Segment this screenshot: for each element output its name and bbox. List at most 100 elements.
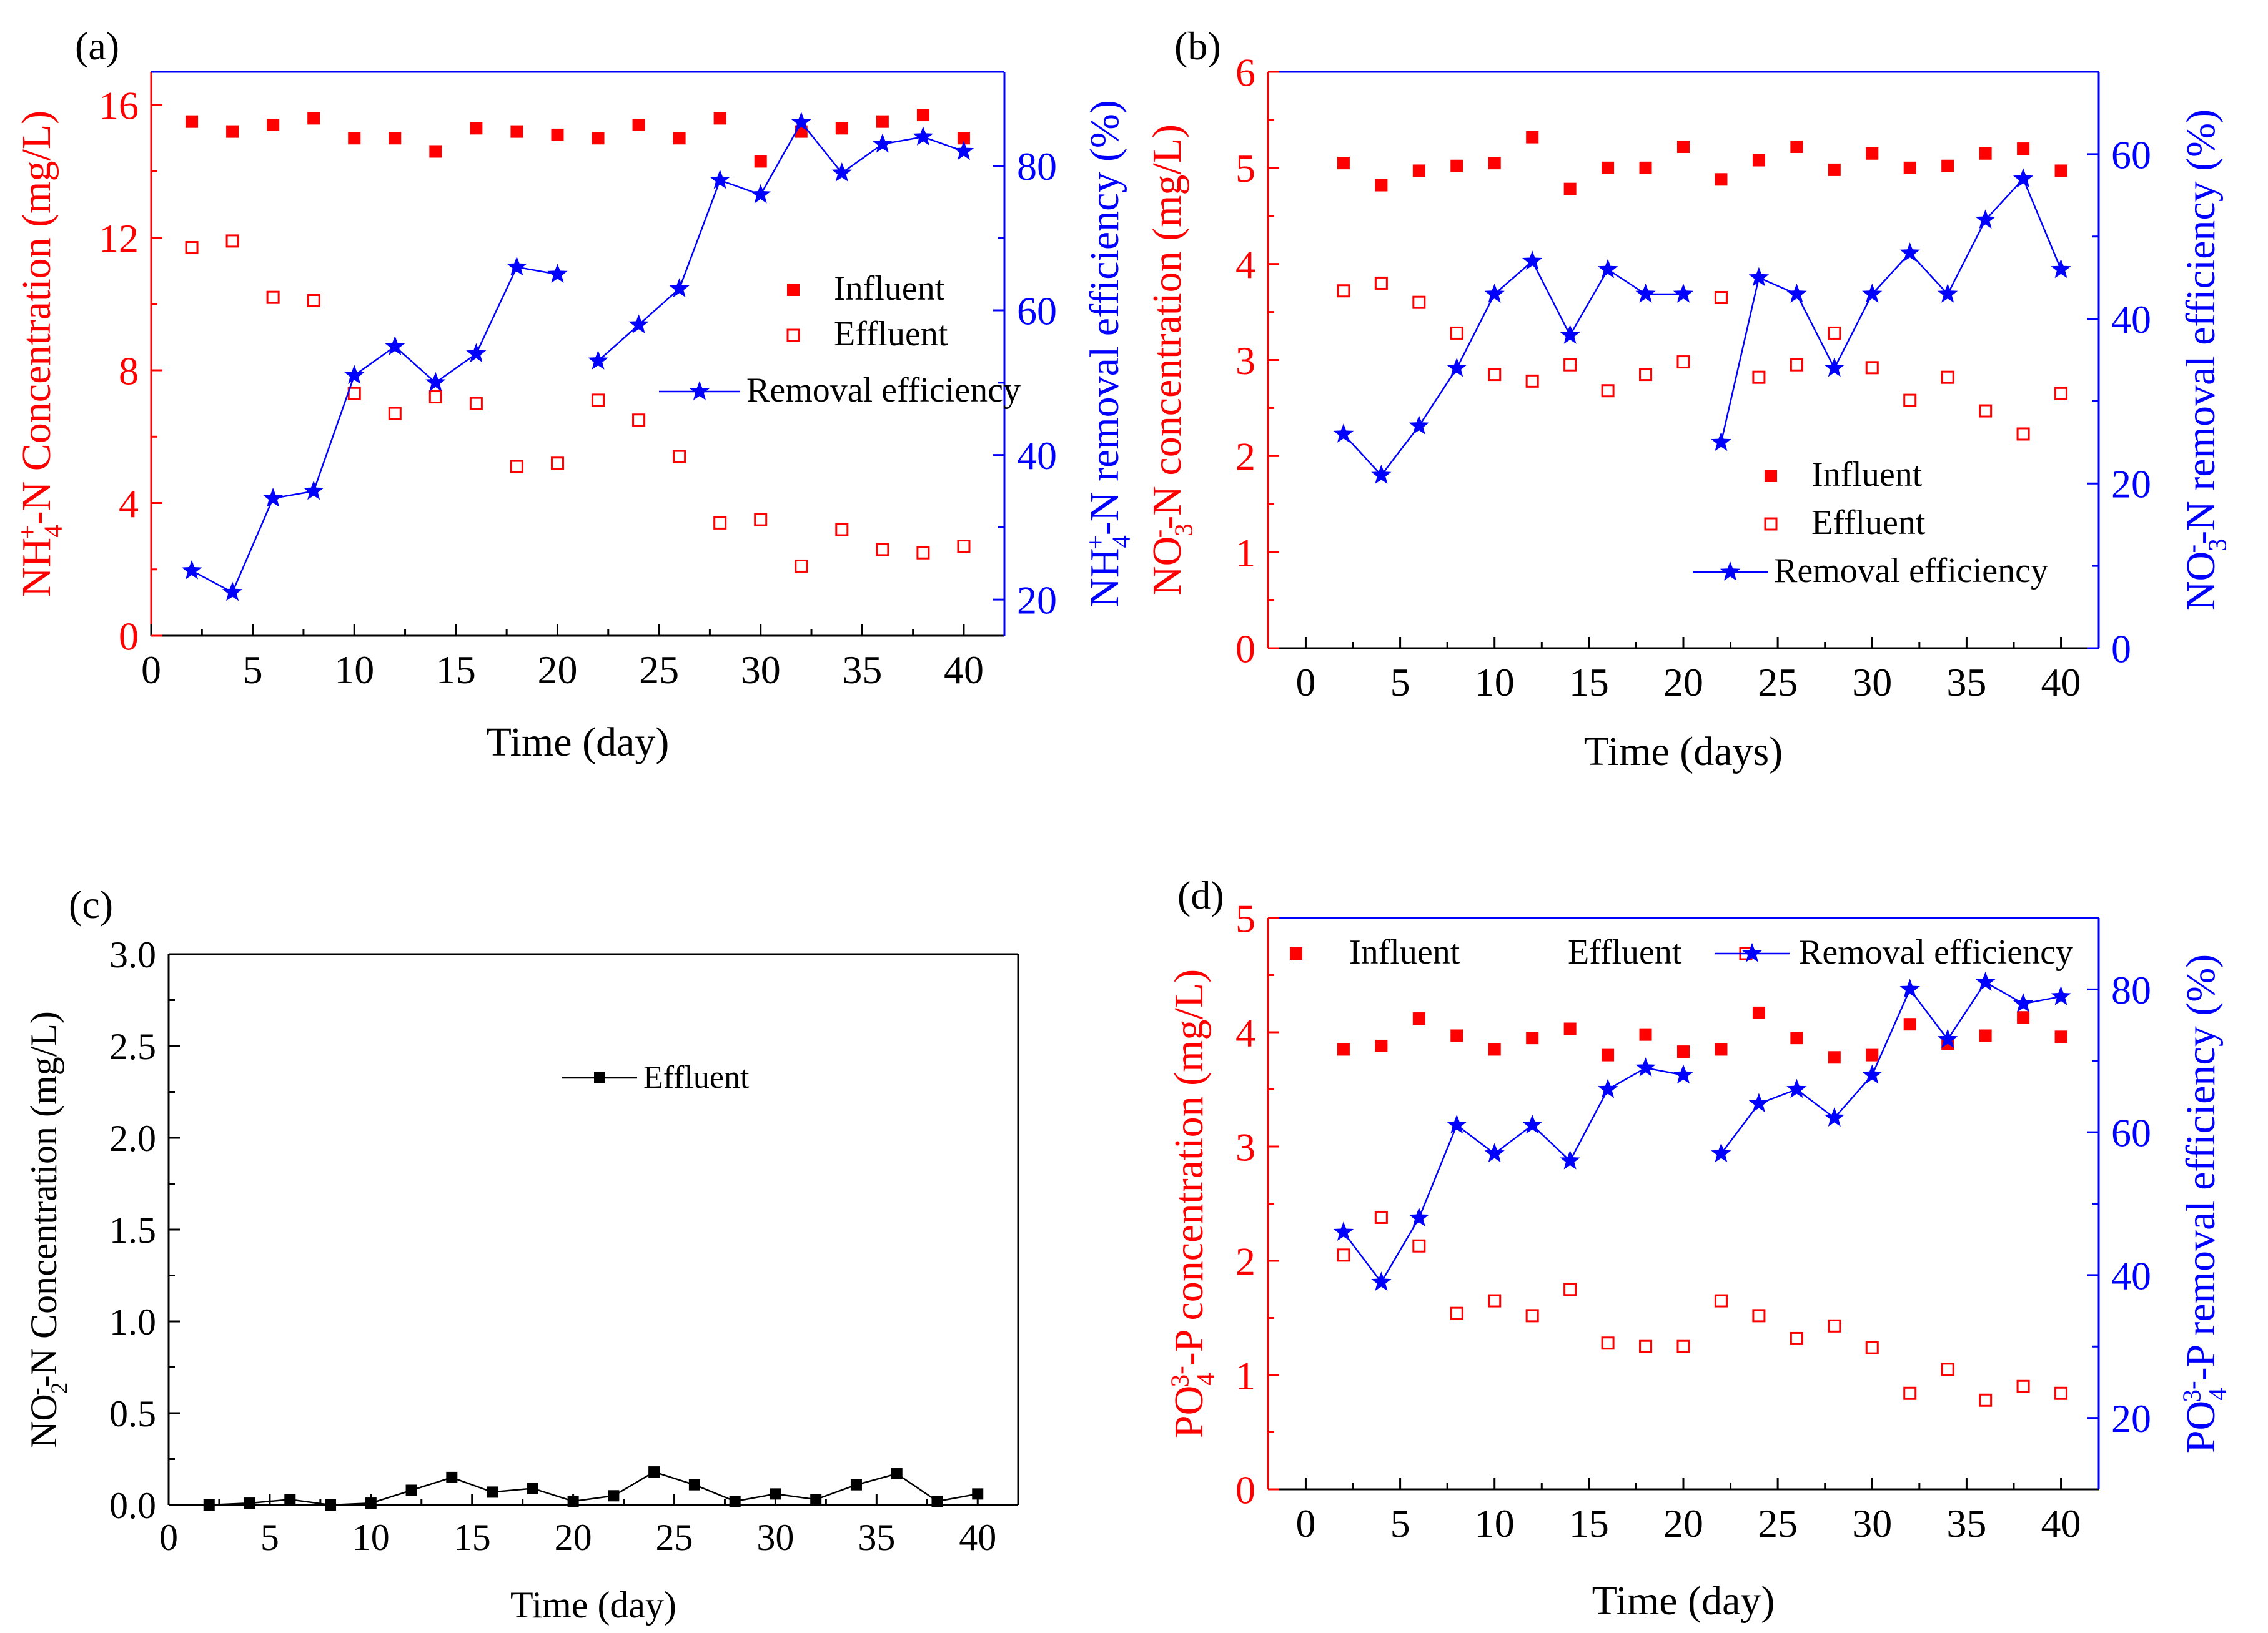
removal-efficiency-point [710,169,730,189]
removal-efficiency-point [1522,250,1543,270]
series-removal-efficiency [1333,971,2071,1291]
x-tick-label: 10 [1475,660,1515,704]
legend-label: Effluent [1568,933,1682,972]
y-tick-label: 3 [1236,1125,1255,1169]
effluent-point [835,523,849,536]
effluent-point [203,1499,215,1511]
y2-axis-title: NH4+-N removal efficiency (%) [1082,100,1136,608]
legend: Influent Effluent Removal efficiency [1290,933,2073,972]
influent-point [1563,1022,1577,1035]
removal-efficiency-point [913,126,934,146]
effluent-line [209,1471,978,1506]
y-tick-label: 16 [99,84,139,128]
effluent-point [1412,295,1426,309]
y-tick-label: 4 [119,481,139,526]
y-tick-label: 0 [1236,626,1255,671]
effluent-point [266,290,280,304]
effluent-point [810,1494,822,1506]
removal-efficiency-point [588,350,608,370]
removal-efficiency-point [669,278,690,298]
x-tick-label: 5 [1390,1501,1410,1546]
influent-point [1337,157,1350,170]
effluent-point [487,1486,498,1498]
removal-efficiency-point [385,335,405,355]
chart-panel-c: 0 5 10 15 20 25 30 35 40 0.0 0.5 1.0 1.5 2.0 2.5 3.0 Tim… [23,882,1019,1626]
effluent-point [1525,1309,1539,1323]
y2-axis-title-group: PO43--P removal efficiency (%) [2178,954,2232,1453]
effluent-point [1450,1306,1463,1320]
y-axis-title-part: NH [14,538,59,597]
y-tick-label: 0 [1236,1468,1255,1512]
y2-axis-title-part: -N removal efficiency (%) [1082,100,1127,535]
effluent-point [1903,393,1917,407]
removal-efficiency-point [831,162,852,182]
y2-tick-label: 60 [1017,289,1057,333]
x-tick-label: 15 [1569,660,1609,704]
influent-point [2017,142,2030,155]
x-tick-label: 15 [1569,1501,1609,1546]
y-axis-title-part: -P concentration (mg/L) [1166,969,1212,1366]
x-tick-label: 20 [537,648,577,692]
influent-point [1488,1043,1501,1056]
removal-efficiency-point [1409,1207,1429,1227]
y-axis-title-part: - [1144,530,1172,538]
influent-point [876,115,889,128]
y-axis-title-part: 4 [1191,1373,1219,1385]
removal-efficiency-line [1342,260,1683,477]
y2-tick-label: 40 [2111,1253,2151,1298]
y-axis-title-group: PO43--P concentration (mg/L) [1166,969,1220,1438]
removal-efficiency-point [791,112,811,131]
effluent-point [1865,361,1879,375]
y2-tick-label: 60 [2111,1111,2151,1155]
x-tick-label: 30 [756,1517,794,1558]
effluent-point [1450,326,1463,340]
removal-efficiency-point [872,133,893,153]
removal-efficiency-point [628,314,649,333]
effluent-point [307,294,320,308]
effluent-point [365,1497,377,1509]
effluent-point [1790,358,1803,372]
legend-label: Influent [1349,933,1460,972]
influent-point [1677,140,1690,153]
legend-label: Removal efficiency [746,371,1021,410]
y2-axis-title: NO3--N removal efficiency (%) [2178,109,2232,611]
removal-efficiency-point [1635,284,1656,303]
influent-point [1752,1006,1765,1019]
effluent-point [225,234,239,248]
influent-point [2054,164,2067,177]
x-tick-label: 20 [1663,1501,1703,1546]
y2-tick-label: 20 [1017,578,1057,623]
effluent-point [876,543,889,556]
y-axis-title-part: 4 [39,525,67,537]
y-axis-title-part: NO [23,1394,64,1448]
influent-point [1979,147,1992,160]
influent-point [1828,163,1841,176]
removal-efficiency-point [222,581,243,601]
y-tick-label: 2.5 [109,1026,156,1067]
effluent-point [713,516,727,530]
influent-point [713,112,726,125]
y2-tick-label: 20 [2111,462,2151,506]
removal-efficiency-point [1635,1057,1656,1077]
influent-point [1941,159,1954,172]
effluent-point [770,1488,781,1500]
legend-marker-effluent [786,328,800,342]
y-axis-title: PO43--P concentration (mg/L) [1166,969,1220,1438]
x-tick-label: 30 [1852,1501,1892,1546]
y2-axis-title-part: -P removal efficiency (%) [2178,954,2224,1381]
x-tick-label: 35 [1946,660,1986,704]
influent-point [632,118,645,131]
y-axis-title-part: -N Concentration (mg/L) [23,1011,64,1388]
x-tick-label: 40 [2041,660,2081,704]
influent-point [470,122,483,135]
effluent-point [1979,404,1993,418]
influent-point [754,155,767,168]
x-tick-label: 0 [1295,660,1315,704]
legend: Influent Effluent Removal efficiency [1693,455,2048,590]
x-tick-label: 40 [959,1517,996,1558]
influent-point [510,125,523,138]
panel-label: (d) [1177,873,1224,917]
effluent-point [510,460,523,473]
y-tick-label: 2.0 [109,1118,156,1159]
